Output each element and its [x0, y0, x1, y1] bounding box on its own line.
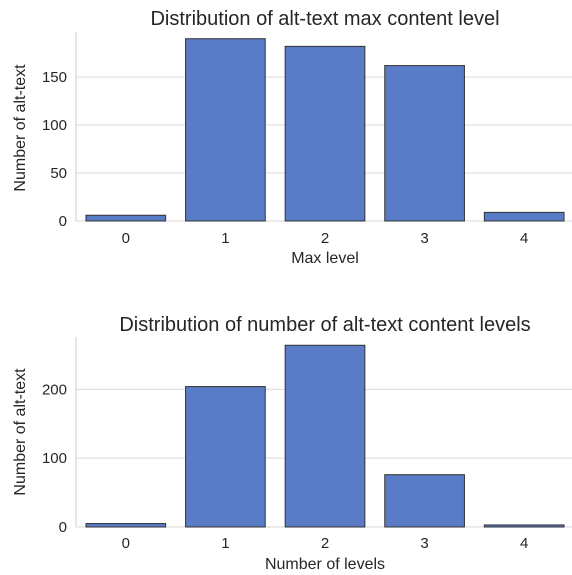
x-tick-label: 0 — [122, 535, 130, 552]
chart2-x-axis-label: Number of levels — [265, 556, 385, 573]
y-tick-label: 150 — [42, 69, 67, 86]
chart2-bars — [85, 344, 565, 528]
x-tick-label: 4 — [520, 230, 528, 247]
x-tick-label: 1 — [221, 535, 229, 552]
y-tick-label: 0 — [59, 213, 67, 230]
chart2-y-axis-label: Number of alt-text — [12, 368, 29, 496]
chart1-y-tick-labels: 0 50 100 150 — [42, 69, 67, 230]
chart-max-content-level: Distribution of alt-text max content lev… — [12, 8, 572, 267]
x-tick-label: 0 — [122, 230, 130, 247]
x-tick-label: 3 — [420, 535, 428, 552]
y-tick-label: 200 — [42, 381, 67, 398]
chart1-y-axis-label: Number of alt-text — [12, 64, 29, 192]
x-tick-label: 1 — [221, 230, 229, 247]
chart2-x-tick-labels: 0 1 2 3 4 — [122, 535, 529, 552]
chart-number-of-content-levels: Distribution of number of alt-text conte… — [12, 314, 572, 573]
bar-4 — [483, 211, 565, 222]
bar-1 — [185, 386, 266, 528]
chart2-title: Distribution of number of alt-text conte… — [119, 314, 530, 336]
chart2-y-tick-labels: 0 100 200 — [42, 381, 67, 536]
x-tick-label: 4 — [520, 535, 528, 552]
bar-0 — [85, 523, 167, 528]
bar-2 — [284, 45, 366, 222]
chart1-bars — [85, 38, 565, 222]
y-tick-label: 100 — [42, 450, 67, 467]
bar-1 — [185, 38, 266, 222]
y-tick-label: 50 — [50, 165, 67, 182]
chart1-title: Distribution of alt-text max content lev… — [150, 8, 499, 30]
x-tick-label: 3 — [420, 230, 428, 247]
bar-4 — [483, 524, 565, 528]
chart1-x-axis-label: Max level — [291, 250, 359, 267]
x-tick-label: 2 — [321, 230, 329, 247]
bar-3 — [384, 65, 465, 222]
bar-0 — [85, 214, 167, 222]
chart1-x-tick-labels: 0 1 2 3 4 — [122, 230, 529, 247]
bar-3 — [384, 474, 465, 528]
y-tick-label: 100 — [42, 117, 67, 134]
bar-2 — [284, 344, 366, 528]
y-tick-label: 0 — [59, 519, 67, 536]
x-tick-label: 2 — [321, 535, 329, 552]
